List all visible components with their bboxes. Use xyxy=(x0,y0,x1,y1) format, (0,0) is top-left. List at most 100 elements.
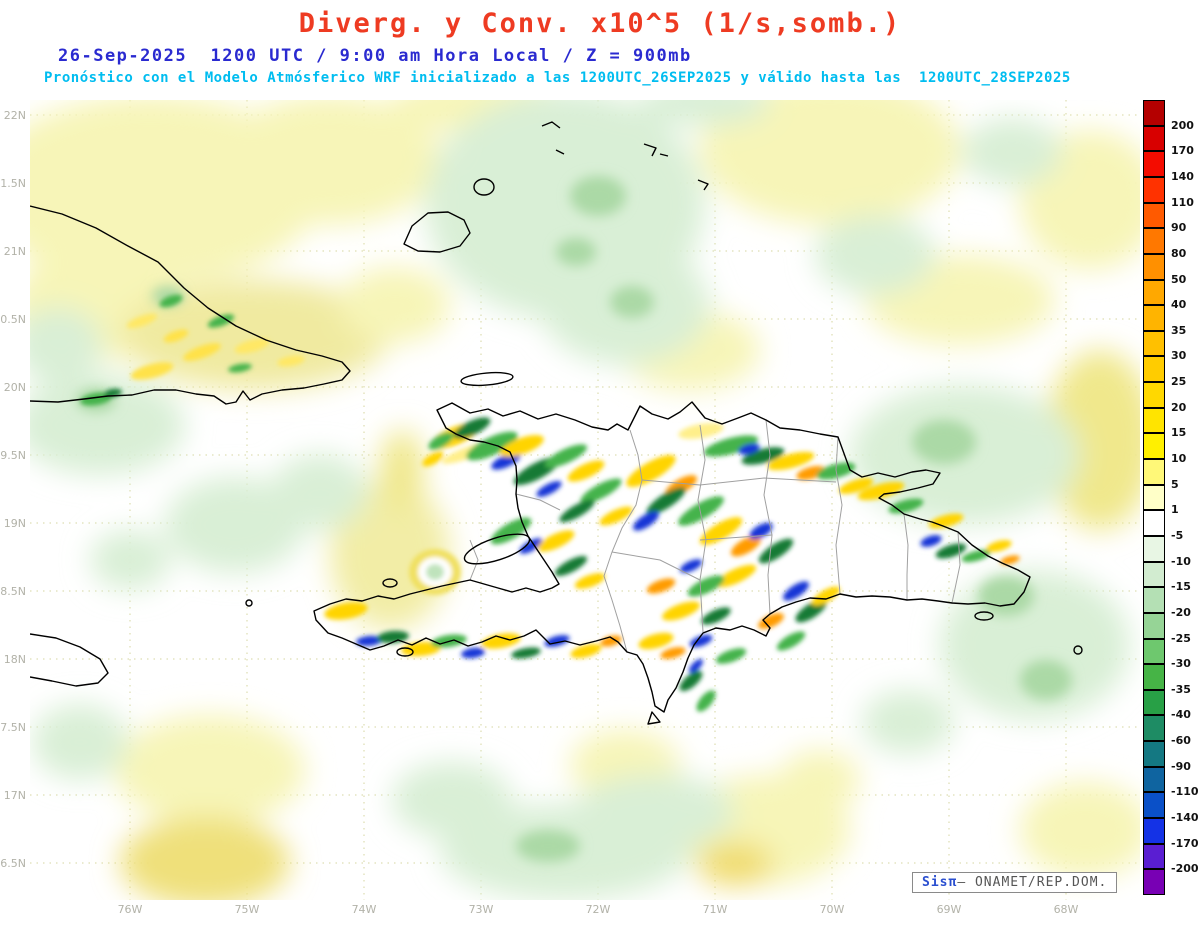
hispaniola-field-streaks xyxy=(324,417,1020,712)
colorbar-level-label: -10 xyxy=(1171,554,1191,568)
moderate-convergence-blobs xyxy=(76,176,1072,862)
lat-tick-label: 6.5N xyxy=(0,857,26,870)
colorbar-cell xyxy=(1143,689,1165,716)
colorbar-level-label: 40 xyxy=(1171,298,1187,312)
jamaica-coastline xyxy=(30,633,109,687)
admin-boundaries xyxy=(469,419,961,653)
colorbar-level-label: 50 xyxy=(1171,272,1187,286)
coastlines xyxy=(30,121,1083,725)
lon-tick-label: 68W xyxy=(1053,903,1079,916)
cuba-coastline xyxy=(30,205,351,405)
mona-island xyxy=(1073,645,1083,655)
lon-tick-label: 70W xyxy=(819,903,845,916)
lon-tick-label: 73W xyxy=(468,903,494,916)
colorbar-level-label: 1 xyxy=(1171,503,1179,517)
lon-tick-label: 76W xyxy=(117,903,143,916)
colorbar-level-label: -170 xyxy=(1171,836,1199,850)
lat-tick-label: 8.5N xyxy=(0,585,26,598)
colorbar-level-label: -40 xyxy=(1171,708,1191,722)
little-inagua-island xyxy=(473,178,495,196)
colorbar-cell xyxy=(1143,792,1165,819)
colorbar-cell xyxy=(1143,587,1165,613)
colorbar-level-label: -25 xyxy=(1171,631,1191,645)
colorbar-level-label: -60 xyxy=(1171,734,1191,748)
colorbar-level-label: 140 xyxy=(1171,169,1194,183)
colorbar-cell xyxy=(1143,176,1165,203)
colorbar-cell xyxy=(1143,459,1165,485)
lat-tick-label: 19N xyxy=(3,517,26,530)
ile-a-vache-island xyxy=(396,647,414,657)
lon-tick-label: 71W xyxy=(702,903,728,916)
colorbar-cell xyxy=(1143,535,1165,562)
colorbar-level-label: -30 xyxy=(1171,657,1191,671)
lat-tick-label: 0.5N xyxy=(0,313,26,326)
colorbar-cell xyxy=(1143,612,1165,639)
colorbar-level-label: -90 xyxy=(1171,759,1191,773)
colorbar-cell xyxy=(1143,741,1165,767)
colorbar-cell xyxy=(1143,766,1165,793)
brand-label: Sisπ xyxy=(922,875,958,890)
colorbar-cell xyxy=(1143,561,1165,588)
colorbar-level-label: 80 xyxy=(1171,246,1187,260)
navassa-island xyxy=(245,599,253,607)
colorbar-level-label: 20 xyxy=(1171,400,1187,414)
colorbar-level-label: -110 xyxy=(1171,785,1199,799)
cayemite-island xyxy=(382,578,398,588)
colorbar-level-label: 110 xyxy=(1171,195,1194,209)
lat-tick-label: 1.5N xyxy=(0,177,26,190)
weak-field-blobs xyxy=(30,100,1140,900)
org-label: – ONAMET/REP.DOM. xyxy=(957,875,1108,890)
colorbar-level-label: 15 xyxy=(1171,426,1187,440)
colorbar-cell xyxy=(1143,484,1165,511)
lat-tick-label: 21N xyxy=(3,245,26,258)
colorbar-cell xyxy=(1143,818,1165,844)
tortuga-island xyxy=(460,371,514,387)
credit-box: Sisπ– ONAMET/REP.DOM. xyxy=(912,872,1118,893)
colorbar-level-label: -140 xyxy=(1171,811,1199,825)
colorbar-level-label: 35 xyxy=(1171,323,1187,337)
colorbar-cell xyxy=(1143,869,1165,895)
lat-tick-label: 22N xyxy=(3,109,26,122)
lat-tick-label: 7.5N xyxy=(0,721,26,734)
saona-island xyxy=(974,611,994,621)
gonave-island xyxy=(463,533,531,565)
colorbar-level-label: -5 xyxy=(1171,528,1184,542)
colorbar-cell xyxy=(1143,305,1165,331)
colorbar-cell xyxy=(1143,330,1165,357)
colorbar-level-label: 170 xyxy=(1171,144,1194,158)
cuba-field-streaks xyxy=(80,294,305,406)
colorbar-cell xyxy=(1143,356,1165,383)
lat-tick-label: 18N xyxy=(3,653,26,666)
lat-tick-label: 17N xyxy=(3,789,26,802)
colorbar-level-label: 5 xyxy=(1171,477,1179,491)
lat-tick-label: 20N xyxy=(3,381,26,394)
beata-island xyxy=(647,711,661,725)
colorbar-cell xyxy=(1143,510,1165,536)
colorbar: 200 170 140 110 90 80 50 40 35 30 25 20 15 10 5 1 -5 -10 -… xyxy=(1143,100,1199,895)
colorbar-cell xyxy=(1143,228,1165,254)
caicos-cays xyxy=(541,121,709,191)
valid-time-line: 26-Sep-2025 1200 UTC / 9:00 am Hora Loca… xyxy=(58,46,692,66)
colorbar-cell xyxy=(1143,100,1165,126)
colorbar-level-label: 90 xyxy=(1171,221,1187,235)
colorbar-cell xyxy=(1143,433,1165,460)
lon-tick-label: 72W xyxy=(585,903,611,916)
lon-tick-label: 74W xyxy=(351,903,377,916)
colorbar-level-label: -15 xyxy=(1171,580,1191,594)
lon-tick-label: 75W xyxy=(234,903,260,916)
colorbar-cell xyxy=(1143,843,1165,870)
colorbar-cell xyxy=(1143,202,1165,229)
lon-tick-label: 69W xyxy=(936,903,962,916)
hispaniola-coastline xyxy=(313,401,1031,713)
colorbar-cell xyxy=(1143,125,1165,152)
lat-tick-label: 9.5N xyxy=(0,449,26,462)
colorbar-level-label: -200 xyxy=(1171,862,1199,876)
colorbar-level-label: 10 xyxy=(1171,452,1187,466)
colorbar-level-label: 200 xyxy=(1171,118,1194,132)
colorbar-cell xyxy=(1143,638,1165,665)
colorbar-cell xyxy=(1143,382,1165,408)
colorbar-cell xyxy=(1143,151,1165,177)
colorbar-cell xyxy=(1143,253,1165,280)
colorbar-cell xyxy=(1143,279,1165,306)
